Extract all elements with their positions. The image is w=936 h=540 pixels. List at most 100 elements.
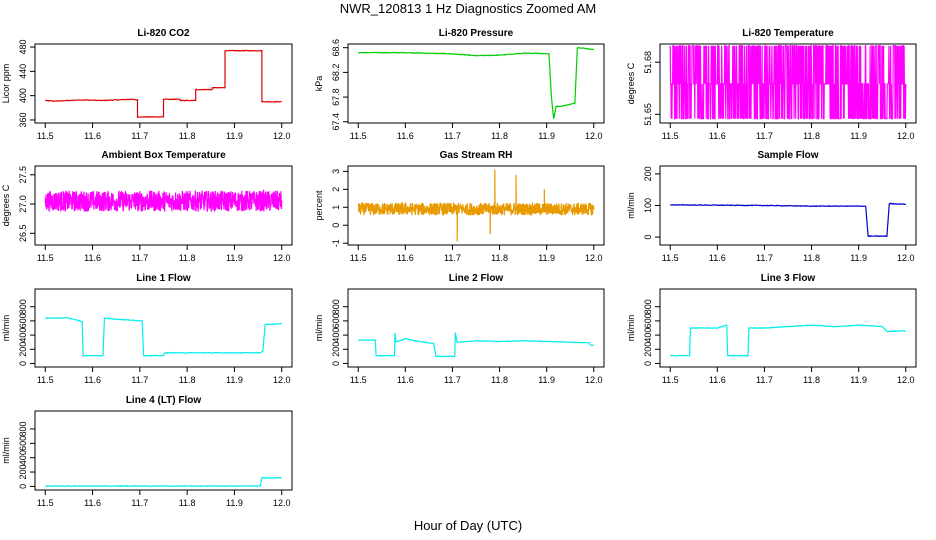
y-tick-label: 0: [643, 235, 653, 240]
y-tick-label: 0: [643, 361, 653, 366]
y-axis-label: percent: [314, 190, 324, 221]
x-tick-label: 11.8: [803, 131, 820, 141]
chart-panel-7: Line 1 Flow ml/min 11.5 11.6 11.7 11.8 11.9 12.…: [1, 273, 293, 385]
y-axis-label: degrees C: [626, 62, 636, 104]
y-tick-label: 26.5: [18, 225, 28, 243]
x-tick-label: 11.7: [756, 253, 773, 263]
chart-panel-6: Sample Flow ml/min 11.5 11.6 11.7 11.8 11.9 12.…: [626, 150, 917, 263]
x-tick-label: 11.8: [179, 498, 196, 508]
x-tick-label: 12.0: [273, 498, 291, 508]
x-tick-label: 11.8: [803, 253, 820, 263]
chart-title: Li-820 Temperature: [742, 28, 834, 39]
series-line: [45, 476, 282, 488]
x-tick-label: 11.6: [709, 253, 726, 263]
x-tick-label: 12.0: [585, 131, 603, 141]
x-tick-label: 11.6: [84, 498, 101, 508]
x-tick-label: 12.0: [585, 253, 603, 263]
chart-title: Line 3 Flow: [761, 273, 816, 284]
x-tick-label: 11.5: [662, 253, 679, 263]
y-tick-label: 800: [18, 299, 28, 314]
x-tick-label: 12.0: [897, 253, 915, 263]
x-tick-label: 11.7: [131, 375, 148, 385]
y-tick-label: 67.4: [331, 113, 341, 131]
chart-panel-2: Li-820 Pressure kPa 11.5 11.6 11.7 11.8 11.9 12…: [314, 28, 605, 141]
chart-title: Sample Flow: [757, 150, 818, 161]
x-tick-label: 11.6: [397, 253, 414, 263]
x-tick-label: 11.8: [803, 375, 820, 385]
y-tick-label: 68.6: [331, 39, 341, 57]
chart-panel-10: Line 4 (LT) Flow ml/min 11.5 11.6 11.7 11.8 11…: [1, 395, 293, 508]
y-tick-label: 480: [18, 40, 28, 55]
plot-frame: [34, 288, 293, 368]
x-tick-label: 11.7: [756, 375, 773, 385]
chart-panel-8: Line 2 Flow ml/min 11.5 11.6 11.7 11.8 11.9 12.…: [314, 273, 605, 385]
y-tick-label: 3: [331, 169, 341, 174]
y-tick-label: 27.0: [18, 195, 28, 213]
y-tick-label: 27.5: [18, 166, 28, 184]
x-tick-label: 11.9: [538, 253, 555, 263]
x-tick-label: 11.6: [709, 375, 726, 385]
y-tick-label: 600: [18, 436, 28, 451]
y-tick-label: 200: [18, 342, 28, 357]
x-tick-label: 11.7: [444, 131, 461, 141]
y-tick-label: 200: [18, 465, 28, 480]
y-tick-label: 400: [18, 88, 28, 103]
x-tick-label: 12.0: [273, 375, 291, 385]
y-tick-label: 600: [18, 313, 28, 328]
y-tick-label: -1: [331, 239, 341, 247]
y-tick-label: 440: [18, 64, 28, 79]
plot-frame: [34, 410, 293, 491]
x-tick-label: 11.7: [444, 253, 461, 263]
series-line: [669, 45, 907, 120]
y-tick-label: 51.65: [643, 103, 653, 126]
figure-title: NWR_120813 1 Hz Diagnostics Zoomed AM: [339, 1, 597, 16]
y-tick-label: 0: [331, 223, 341, 228]
series-line: [44, 316, 282, 357]
series-line: [45, 49, 282, 119]
x-tick-label: 11.5: [37, 498, 54, 508]
x-tick-label: 12.0: [585, 375, 603, 385]
y-axis-label: ml/min: [1, 437, 11, 464]
x-tick-label: 11.9: [538, 131, 555, 141]
y-tick-label: 200: [643, 342, 653, 357]
y-tick-label: 200: [331, 342, 341, 357]
y-tick-label: 67.8: [331, 88, 341, 106]
series-line: [357, 46, 594, 119]
x-tick-label: 11.9: [226, 375, 243, 385]
x-tick-label: 12.0: [273, 131, 291, 141]
x-tick-label: 11.9: [226, 253, 243, 263]
x-tick-label: 11.6: [397, 131, 414, 141]
x-tick-label: 11.8: [491, 253, 508, 263]
x-tick-label: 11.7: [444, 375, 461, 385]
chart-title: Gas Stream RH: [440, 150, 513, 161]
chart-title: Ambient Box Temperature: [101, 150, 226, 161]
y-axis-label: Licor ppm: [1, 64, 11, 104]
y-tick-label: 400: [331, 328, 341, 343]
chart-title: Line 1 Flow: [136, 273, 191, 284]
x-tick-label: 11.8: [179, 253, 196, 263]
x-tick-label: 12.0: [897, 375, 915, 385]
x-tick-label: 11.8: [491, 375, 508, 385]
x-tick-label: 11.5: [350, 253, 367, 263]
series-line: [358, 332, 594, 358]
x-tick-label: 11.8: [179, 131, 196, 141]
x-tick-label: 11.9: [850, 131, 867, 141]
y-tick-label: 100: [643, 198, 653, 213]
x-tick-label: 11.6: [709, 131, 726, 141]
x-tick-label: 11.5: [37, 253, 54, 263]
x-tick-label: 11.9: [226, 498, 243, 508]
y-axis-label: ml/min: [314, 315, 324, 342]
y-tick-label: 400: [643, 328, 653, 343]
y-tick-label: 400: [18, 450, 28, 465]
y-axis-label: ml/min: [626, 315, 636, 342]
x-tick-label: 11.8: [179, 375, 196, 385]
chart-title: Line 4 (LT) Flow: [126, 395, 202, 406]
x-tick-label: 11.9: [850, 375, 867, 385]
x-tick-label: 11.6: [84, 131, 101, 141]
x-tick-label: 11.7: [131, 253, 148, 263]
x-tick-label: 11.6: [397, 375, 414, 385]
x-tick-label: 11.5: [37, 131, 54, 141]
chart-title: Li-820 Pressure: [439, 28, 514, 39]
series-line: [357, 169, 595, 242]
